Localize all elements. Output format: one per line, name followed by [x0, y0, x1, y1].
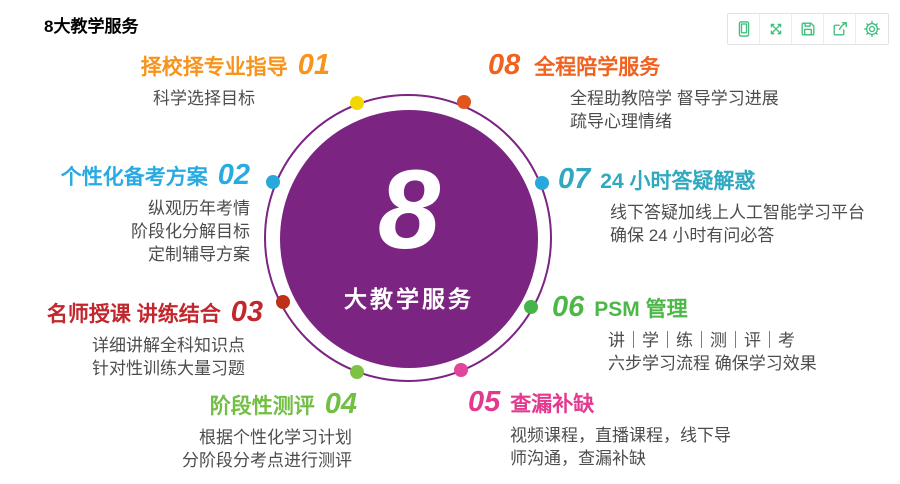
service-desc-line: 阶段化分解目标 — [131, 222, 250, 241]
service-dot-07 — [535, 176, 549, 190]
service-dot-04 — [350, 365, 364, 379]
service-number: 04 — [324, 388, 357, 420]
service-number: 08 — [488, 49, 521, 81]
service-dot-05 — [454, 363, 468, 377]
center-circle: 8 大教学服务 — [280, 110, 538, 368]
service-06: 06 PSM 管理 讲｜学｜练｜测｜评｜考 六步学习流程 确保学习效果 — [552, 292, 817, 375]
service-number: 07 — [558, 163, 591, 195]
service-dot-01 — [350, 96, 364, 110]
center-label: 大教学服务 — [344, 286, 474, 312]
service-desc-line: 确保 24 小时有问必答 — [610, 226, 775, 245]
service-heading: 择校择专业指导 01 — [141, 50, 330, 83]
service-desc-line: 师沟通，查漏补缺 — [510, 449, 646, 468]
service-desc-line: 六步学习流程 确保学习效果 — [608, 354, 817, 373]
service-number: 03 — [230, 296, 263, 328]
service-dot-08 — [457, 95, 471, 109]
service-title: 择校择专业指导 — [140, 56, 288, 79]
service-heading: 07 24 小时答疑解惑 — [558, 164, 865, 197]
service-heading: 个性化备考方案 02 — [61, 160, 250, 193]
service-number: 01 — [297, 49, 330, 81]
service-title: 查漏补缺 — [510, 393, 595, 416]
service-desc-line: 纵观历年考情 — [148, 199, 250, 218]
service-heading: 06 PSM 管理 — [552, 292, 817, 325]
service-number: 02 — [217, 159, 250, 191]
service-heading: 08 全程陪学服务 — [488, 50, 779, 83]
service-03: 名师授课 讲练结合 03 详细讲解全科知识点 针对性训练大量习题 — [47, 297, 263, 380]
service-desc-line: 全程助教陪学 督导学习进展 — [570, 89, 779, 108]
fullscreen-icon[interactable] — [760, 14, 792, 44]
center-number: 8 — [377, 147, 441, 272]
service-heading: 名师授课 讲练结合 03 — [47, 297, 263, 330]
service-desc-line: 针对性训练大量习题 — [92, 359, 245, 378]
service-desc-line: 疏导心理情绪 — [570, 112, 672, 131]
service-dot-03 — [276, 295, 290, 309]
service-heading: 05 查漏补缺 — [468, 387, 731, 420]
service-number: 06 — [552, 291, 585, 323]
service-desc-line: 科学选择目标 — [153, 89, 255, 108]
service-04: 阶段性测评 04 根据个性化学习计划 分阶段分考点进行测评 — [182, 389, 357, 472]
orbit-ring — [264, 94, 552, 382]
toolbar — [727, 13, 889, 45]
service-02: 个性化备考方案 02 纵观历年考情 阶段化分解目标 定制辅导方案 — [61, 160, 250, 266]
service-desc-line: 详细讲解全科知识点 — [92, 336, 245, 355]
mobile-preview-icon[interactable] — [728, 14, 760, 44]
page-title: 8大教学服务 — [44, 17, 139, 36]
service-dot-06 — [524, 300, 538, 314]
service-08: 08 全程陪学服务 全程助教陪学 督导学习进展 疏导心理情绪 — [488, 50, 779, 133]
settings-icon[interactable] — [856, 14, 888, 44]
save-icon[interactable] — [792, 14, 824, 44]
service-desc-line: 线下答疑加线上人工智能学习平台 — [610, 203, 865, 222]
service-number: 05 — [468, 386, 501, 418]
share-icon[interactable] — [824, 14, 856, 44]
service-05: 05 查漏补缺 视频课程，直播课程，线下导 师沟通，查漏补缺 — [468, 387, 731, 470]
service-title: 阶段性测评 — [209, 395, 315, 418]
service-01: 择校择专业指导 01 科学选择目标 — [141, 50, 330, 110]
service-desc-line: 根据个性化学习计划 — [199, 428, 352, 447]
service-dot-02 — [266, 175, 280, 189]
service-07: 07 24 小时答疑解惑 线下答疑加线上人工智能学习平台 确保 24 小时有问必… — [558, 164, 865, 247]
service-desc-line: 视频课程，直播课程，线下导 — [510, 426, 731, 445]
service-title: 全程陪学服务 — [534, 56, 661, 79]
service-title: 名师授课 讲练结合 — [46, 303, 221, 326]
service-title: 个性化备考方案 — [60, 166, 208, 189]
service-desc-line: 分阶段分考点进行测评 — [182, 451, 352, 470]
service-desc-line: 讲｜学｜练｜测｜评｜考 — [608, 331, 795, 350]
service-desc-line: 定制辅导方案 — [148, 245, 250, 264]
service-title: 24 小时答疑解惑 — [600, 170, 756, 193]
service-heading: 阶段性测评 04 — [182, 389, 357, 422]
service-title: PSM 管理 — [594, 298, 688, 321]
